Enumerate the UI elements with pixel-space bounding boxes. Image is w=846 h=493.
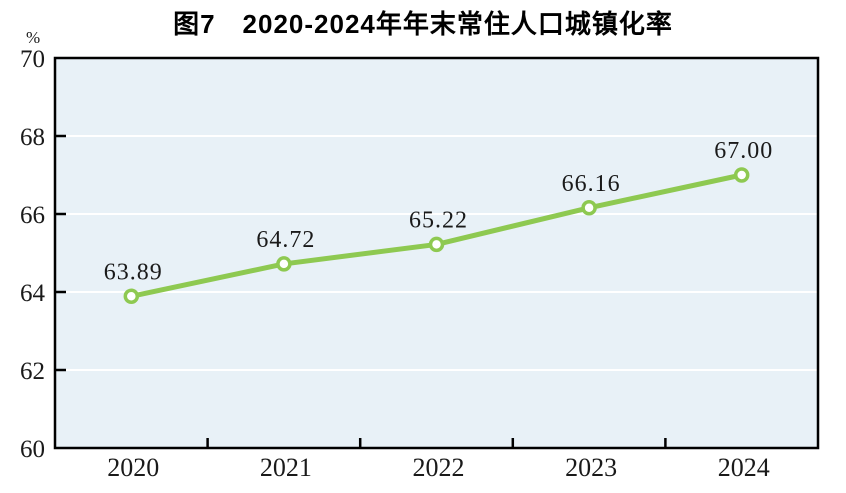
y-axis-tick-label: 60 <box>20 436 45 463</box>
x-axis-tick-label: 2021 <box>260 453 312 482</box>
x-axis-tick-label: 2023 <box>565 453 617 482</box>
data-point-marker <box>581 200 597 216</box>
data-point-label: 65.22 <box>409 207 468 233</box>
plot-border <box>53 56 820 450</box>
data-point-label: 66.16 <box>562 171 621 197</box>
x-axis-tick-label: 2020 <box>107 453 159 482</box>
x-axis-tick-label: 2022 <box>413 453 465 482</box>
data-point-label: 67.00 <box>714 138 773 164</box>
data-point-marker <box>276 256 292 272</box>
y-axis-tick-label: 68 <box>20 124 45 151</box>
y-axis-tick-label: 66 <box>20 202 45 229</box>
data-point-marker <box>428 236 445 253</box>
data-point-marker <box>733 167 750 183</box>
y-axis-unit-label: % <box>26 28 41 47</box>
y-axis-tick-label: 64 <box>20 280 46 307</box>
y-axis-tick-label: 62 <box>20 358 45 385</box>
data-point-label: 63.89 <box>104 259 163 285</box>
y-axis-tick-label: 70 <box>20 46 45 73</box>
data-point-marker <box>123 288 140 305</box>
x-axis-tick-label: 2024 <box>718 453 770 482</box>
plot-area <box>55 58 818 448</box>
data-point-label: 64.72 <box>256 227 315 253</box>
chart-title: 图7 2020-2024年年末常住人口城镇化率 <box>173 9 673 39</box>
